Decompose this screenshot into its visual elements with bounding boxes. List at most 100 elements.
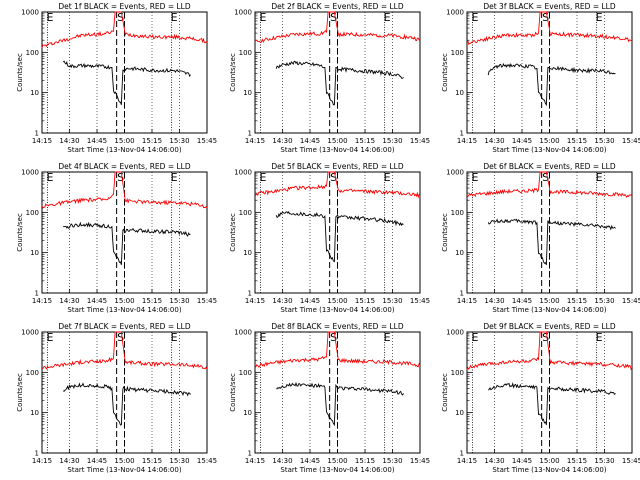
x-tick-label: 15:15: [567, 297, 587, 305]
e-marker-label: E: [47, 171, 54, 184]
x-tick-label: 14:45: [300, 297, 320, 305]
x-tick-label: 14:45: [512, 297, 532, 305]
y-axis-label: Counts/sec: [441, 53, 449, 92]
series-line-lld: [41, 11, 208, 49]
x-tick-label: 14:15: [245, 137, 265, 145]
x-tick-label: 14:30: [484, 457, 504, 465]
y-tick-label: 1000: [21, 329, 39, 337]
x-tick-label: 15:45: [197, 297, 217, 305]
x-tick-label: 15:15: [355, 297, 375, 305]
panel-title: Det 4f BLACK = Events, RED = LLD: [58, 162, 191, 171]
panel-det-2: Det 2f BLACK = Events, RED = LLD 14:15 14:…: [229, 2, 430, 154]
series-line-events: [276, 381, 404, 427]
x-tick-label: 14:30: [59, 137, 79, 145]
series-line-events: [62, 382, 191, 426]
panel-det-1: Det 1f BLACK = Events, RED = LLD 14:15 14:…: [16, 2, 217, 154]
y-axis-label: Counts/sec: [16, 213, 24, 252]
panel-det-5: Det 5f BLACK = Events, RED = LLD 14:15 14:…: [229, 162, 430, 314]
x-tick-label: 14:30: [272, 297, 292, 305]
x-tick-label: 15:00: [327, 137, 347, 145]
x-tick-label: 15:30: [594, 297, 614, 305]
y-tick-label: 10: [30, 89, 39, 97]
series-line-lld: [466, 11, 633, 46]
series-line-lld: [254, 11, 421, 44]
x-tick-label: 15:45: [622, 137, 640, 145]
x-tick-label: 15:00: [539, 457, 559, 465]
series-line-lld: [41, 331, 208, 370]
x-tick-label: 14:15: [32, 457, 52, 465]
e-marker-label: E: [171, 11, 178, 24]
y-tick-label: 10: [455, 249, 464, 257]
s-marker-label: S: [542, 11, 549, 24]
series-line-events: [275, 211, 404, 263]
y-tick-label: 1: [460, 450, 464, 458]
series-line-lld: [466, 171, 633, 198]
x-tick-label: 14:30: [484, 297, 504, 305]
x-tick-label: 14:45: [87, 457, 107, 465]
y-tick-label: 10: [30, 249, 39, 257]
x-tick-label: 15:30: [169, 457, 189, 465]
panel-title: Det 2f BLACK = Events, RED = LLD: [271, 2, 404, 11]
x-tick-label: 15:15: [355, 137, 375, 145]
panel-title: Det 8f BLACK = Events, RED = LLD: [271, 322, 404, 331]
y-tick-label: 100: [451, 49, 464, 57]
y-tick-label: 10: [455, 409, 464, 417]
y-axis-label: Counts/sec: [16, 53, 24, 92]
x-axis-label: Start Time (13-Nov-04 14:06:00): [492, 466, 606, 474]
x-tick-label: 14:15: [457, 137, 477, 145]
y-tick-label: 1: [35, 130, 39, 138]
x-tick-label: 14:45: [512, 457, 532, 465]
s-marker-label: S: [117, 171, 124, 184]
y-tick-label: 10: [243, 89, 252, 97]
e-marker-label: E: [596, 171, 603, 184]
x-tick-label: 15:45: [622, 297, 640, 305]
e-marker-label: E: [171, 331, 178, 344]
x-tick-label: 15:15: [142, 137, 162, 145]
panel-det-8: Det 8f BLACK = Events, RED = LLD 14:15 14:…: [229, 322, 430, 474]
panel-det-7: Det 7f BLACK = Events, RED = LLD 14:15 14:…: [16, 322, 217, 474]
e-marker-label: E: [384, 11, 391, 24]
x-tick-label: 15:15: [142, 457, 162, 465]
e-marker-label: E: [384, 331, 391, 344]
x-tick-label: 15:45: [410, 137, 430, 145]
x-tick-label: 14:45: [87, 137, 107, 145]
series-line-events: [487, 62, 616, 107]
x-axis-label: Start Time (13-Nov-04 14:06:00): [280, 306, 394, 314]
series-line-events: [62, 221, 191, 265]
x-tick-label: 15:15: [355, 457, 375, 465]
x-tick-label: 14:30: [59, 457, 79, 465]
y-tick-label: 100: [26, 49, 39, 57]
x-tick-label: 15:00: [539, 137, 559, 145]
x-axis-label: Start Time (13-Nov-04 14:06:00): [492, 306, 606, 314]
x-tick-label: 15:45: [197, 457, 217, 465]
x-tick-label: 14:45: [87, 297, 107, 305]
x-tick-label: 15:00: [114, 137, 134, 145]
s-marker-label: S: [117, 331, 124, 344]
x-tick-label: 15:00: [327, 457, 347, 465]
y-tick-label: 100: [26, 209, 39, 217]
panel-det-4: Det 4f BLACK = Events, RED = LLD 14:15 14:…: [16, 162, 217, 314]
x-tick-label: 14:45: [300, 137, 320, 145]
series-line-lld: [254, 331, 421, 369]
x-tick-label: 15:15: [567, 457, 587, 465]
x-tick-label: 15:45: [622, 457, 640, 465]
y-axis-label: Counts/sec: [229, 373, 237, 412]
y-tick-label: 10: [243, 249, 252, 257]
x-tick-label: 15:30: [382, 457, 402, 465]
y-tick-label: 100: [451, 209, 464, 217]
y-tick-label: 1000: [446, 329, 464, 337]
y-tick-label: 1: [35, 450, 39, 458]
x-tick-label: 14:15: [32, 297, 52, 305]
y-axis-label: Counts/sec: [16, 373, 24, 412]
x-tick-label: 15:15: [142, 297, 162, 305]
x-tick-label: 15:30: [169, 137, 189, 145]
y-tick-label: 100: [239, 49, 252, 57]
e-marker-label: E: [260, 331, 267, 344]
e-marker-label: E: [472, 331, 479, 344]
x-tick-label: 14:30: [272, 457, 292, 465]
e-marker-label: E: [596, 11, 603, 24]
series-line-lld: [41, 171, 208, 209]
e-marker-label: E: [47, 11, 54, 24]
y-axis-label: Counts/sec: [441, 373, 449, 412]
s-marker-label: S: [542, 331, 549, 344]
